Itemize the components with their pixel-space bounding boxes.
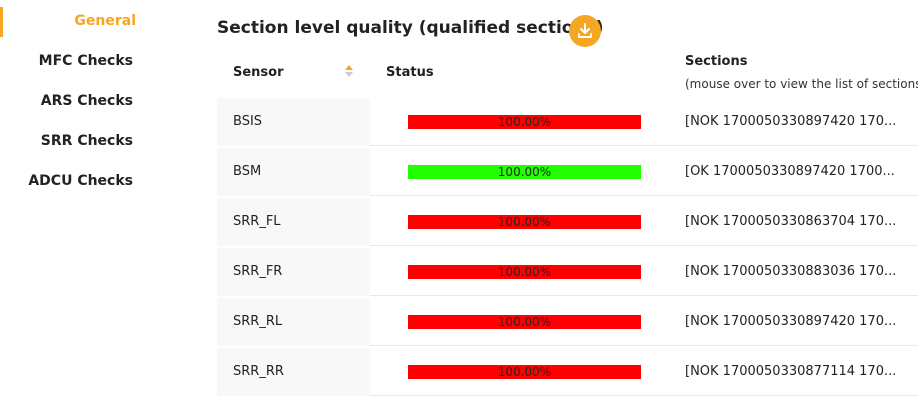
header-hint: (mouse over to view the list of sections… <box>685 77 918 91</box>
sections-cell[interactable]: [NOK 1700050330897420 170... <box>685 314 897 329</box>
status-bar: 100.00% <box>408 215 641 229</box>
table-row: BSM 100.00% [OK 1700050330897420 1700... <box>217 148 918 198</box>
nav-label: ARS Checks <box>40 93 133 109</box>
sensor-cell: SRR_RR <box>233 364 284 379</box>
sections-cell[interactable]: [NOK 1700050330863704 170... <box>685 214 897 229</box>
table-row: BSIS 100.00% [NOK 1700050330897420 170... <box>217 98 918 148</box>
status-bar: 100.00% <box>408 165 641 179</box>
status-label: 100.00% <box>497 215 552 229</box>
table-row: SRR_FR 100.00% [NOK 1700050330883036 170..… <box>217 248 918 298</box>
row-bg <box>370 348 918 396</box>
status-label: 100.00% <box>497 115 552 129</box>
table-row: SRR_FL 100.00% [NOK 1700050330863704 170..… <box>217 198 918 248</box>
nav-label: MFC Checks <box>38 53 133 69</box>
sections-cell[interactable]: [NOK 1700050330877114 170... <box>685 364 897 379</box>
nav-item[interactable]: General <box>0 7 203 37</box>
status-bar: 100.00% <box>408 315 641 329</box>
download-button[interactable] <box>568 14 602 48</box>
table-row: SRR_RL 100.00% [NOK 1700050330897420 170..… <box>217 298 918 348</box>
header-sensor[interactable]: Sensor <box>233 65 284 80</box>
sections-cell[interactable]: [NOK 1700050330883036 170... <box>685 264 897 279</box>
status-label: 100.00% <box>497 365 552 379</box>
sensor-cell: SRR_FR <box>233 264 283 279</box>
status-bar: 100.00% <box>408 265 641 279</box>
status-label: 100.00% <box>497 265 552 279</box>
nav-label: ADCU Checks <box>28 173 133 189</box>
section-title: Section level quality (qualified section… <box>217 18 604 38</box>
sensor-cell: BSIS <box>233 114 263 129</box>
sections-cell[interactable]: [OK 1700050330897420 1700... <box>685 164 895 179</box>
status-label: 100.00% <box>497 315 552 329</box>
status-bar: 100.00% <box>408 365 641 379</box>
nav-label: SRR Checks <box>40 133 133 149</box>
header-sections: Sections <box>685 54 748 69</box>
table-row: SRR_RR 100.00% [NOK 1700050330877114 170..… <box>217 348 918 398</box>
status-label: 100.00% <box>497 165 552 179</box>
nav-label: General <box>74 13 136 29</box>
sensor-cell: SRR_FL <box>233 214 281 229</box>
sort-icon[interactable] <box>344 64 354 78</box>
sensor-cell: BSM <box>233 164 262 179</box>
header-status: Status <box>386 65 434 80</box>
status-bar: 100.00% <box>408 115 641 129</box>
sections-cell[interactable]: [NOK 1700050330897420 170... <box>685 114 897 129</box>
sensor-cell: SRR_RL <box>233 314 283 329</box>
